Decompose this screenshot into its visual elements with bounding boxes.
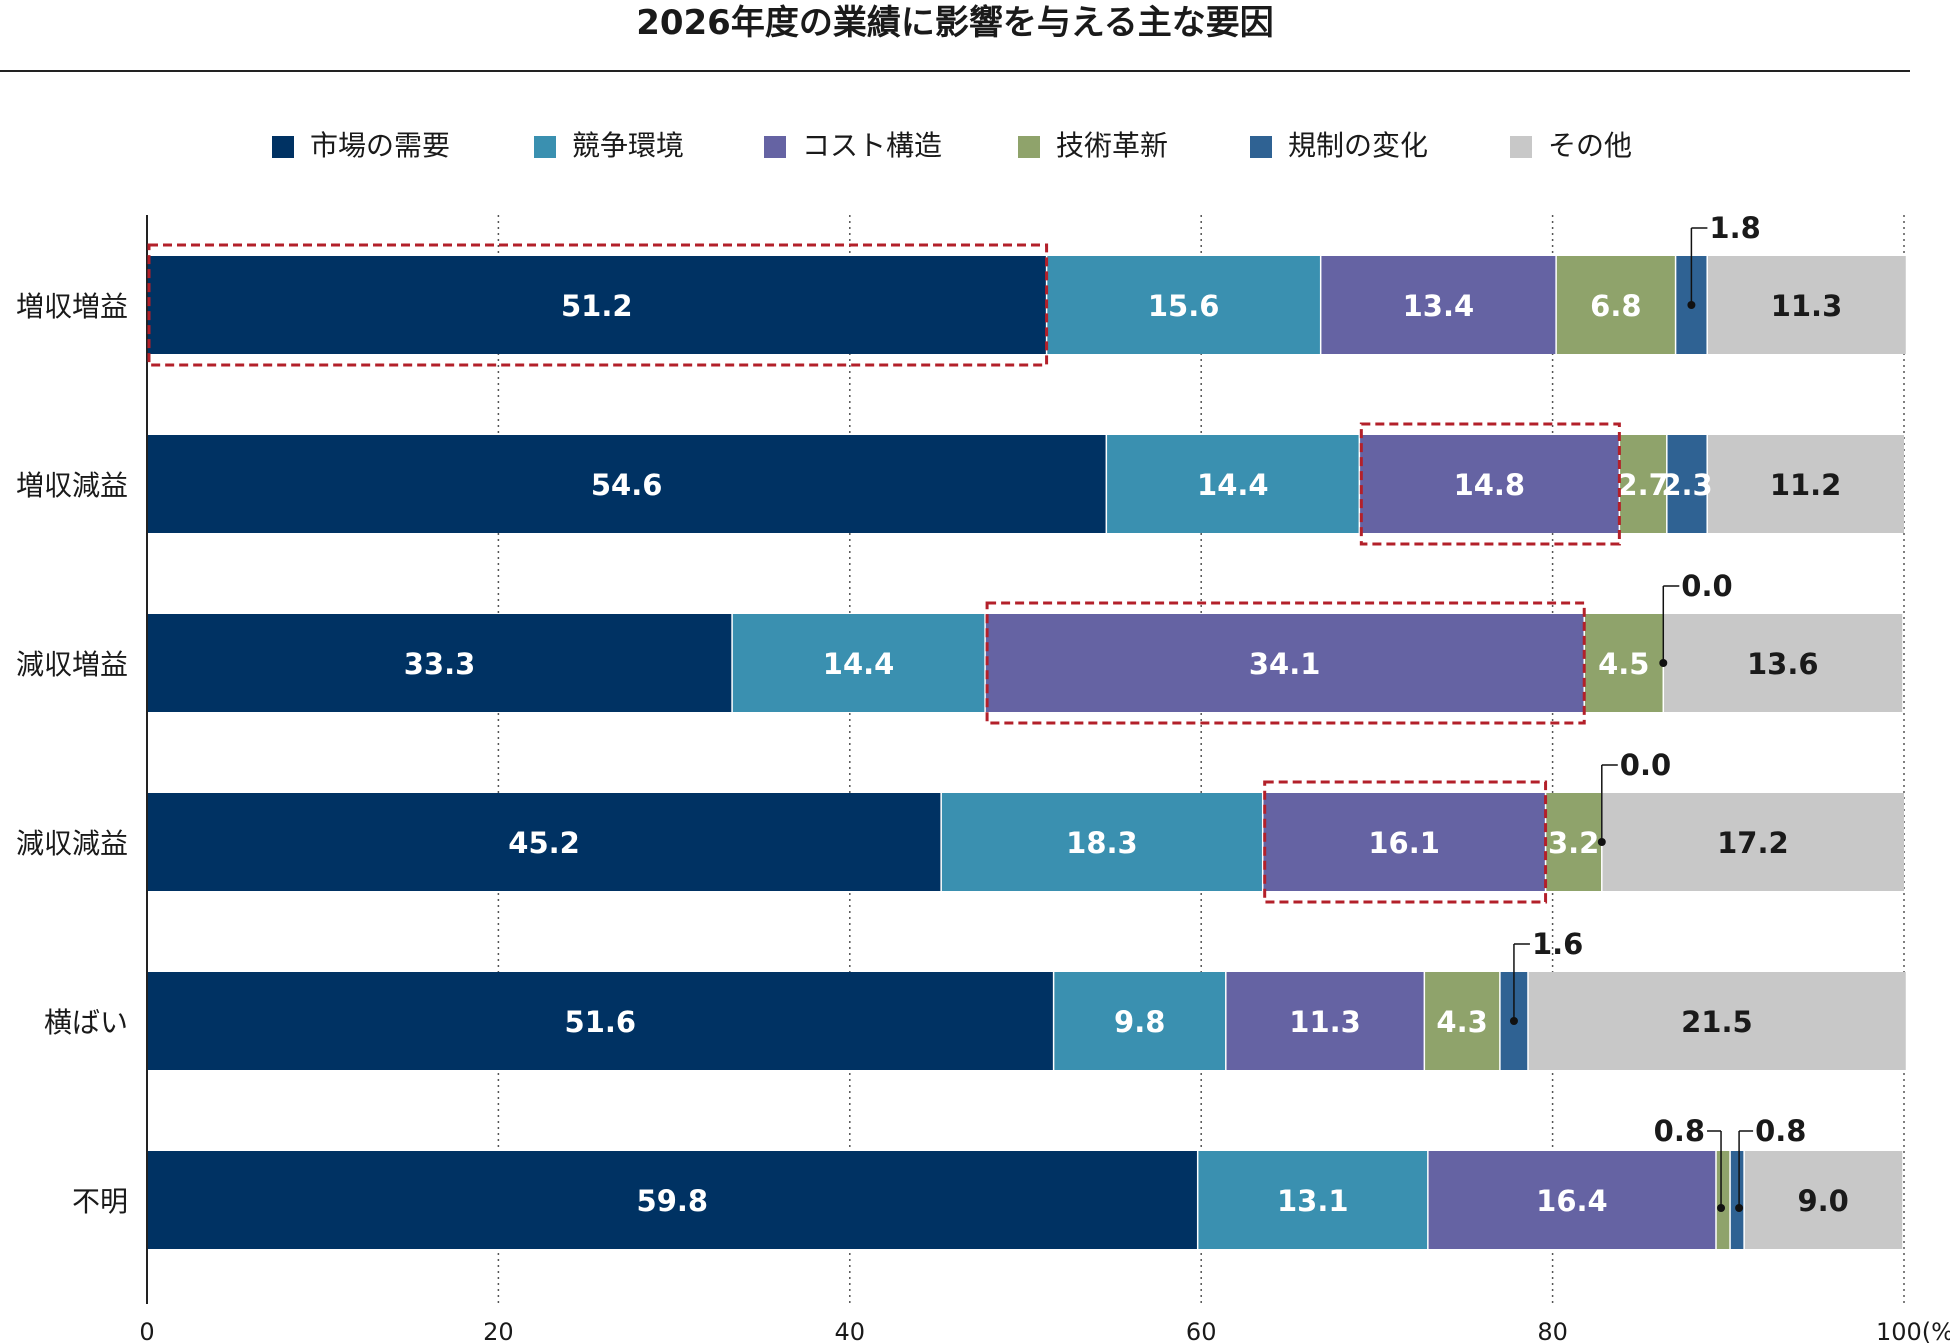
legend-swatch — [764, 136, 786, 158]
value-label: 51.6 — [565, 1005, 637, 1039]
value-label: 13.1 — [1277, 1184, 1349, 1218]
title-divider — [0, 70, 1910, 72]
x-tick-label: 60 — [1186, 1318, 1217, 1344]
bar-segment — [147, 256, 1047, 354]
value-label: 6.8 — [1590, 289, 1641, 323]
highlight-box — [985, 601, 1586, 725]
bar-segment — [1707, 435, 1904, 533]
bar-segment — [1046, 256, 1321, 354]
legend-label: コスト構造 — [802, 129, 943, 162]
x-tick-label: 80 — [1537, 1318, 1568, 1344]
value-label: 3.2 — [1548, 826, 1599, 860]
value-label: 21.5 — [1681, 1005, 1753, 1039]
value-label: 34.1 — [1249, 647, 1321, 681]
value-label: 45.2 — [508, 826, 580, 860]
value-label: 16.1 — [1368, 826, 1440, 860]
value-label: 16.4 — [1536, 1184, 1608, 1218]
value-label: 9.8 — [1114, 1005, 1165, 1039]
legend-label: 競争環境 — [572, 129, 685, 162]
bar-segment — [732, 614, 986, 712]
value-label: 11.2 — [1770, 468, 1842, 502]
bar-segment — [1528, 972, 1906, 1070]
legend-swatch — [1018, 136, 1040, 158]
value-label: 1.6 — [1532, 927, 1583, 961]
value-label: 59.8 — [637, 1184, 709, 1218]
bar-segment — [147, 614, 733, 712]
x-tick-label: 100(%) — [1876, 1318, 1950, 1344]
bar-segment — [1744, 1151, 1903, 1249]
value-label: 4.5 — [1598, 647, 1649, 681]
bar-segment — [1601, 793, 1904, 891]
bar-segment — [1197, 1151, 1428, 1249]
bar-segment — [1262, 793, 1546, 891]
bar-segment — [1716, 1151, 1731, 1249]
value-label: 14.4 — [823, 647, 895, 681]
bar-segment — [147, 1151, 1198, 1249]
bar-segment — [1106, 435, 1360, 533]
value-label: 13.6 — [1747, 647, 1819, 681]
legend-swatch — [1250, 136, 1272, 158]
bar-segment — [1707, 256, 1906, 354]
highlight-box — [1263, 780, 1548, 904]
bar-segment — [1320, 256, 1557, 354]
legend-swatch — [1510, 136, 1532, 158]
bar-segment — [1663, 614, 1903, 712]
value-label: 2.3 — [1661, 468, 1712, 502]
bar-segment — [147, 435, 1107, 533]
bar-segment — [1545, 793, 1602, 891]
value-label: 1.8 — [1709, 211, 1760, 245]
value-label: 51.2 — [561, 289, 633, 323]
value-label: 17.2 — [1717, 826, 1789, 860]
bar-segment — [1556, 256, 1676, 354]
highlight-box — [147, 243, 1049, 367]
value-label: 11.3 — [1771, 289, 1843, 323]
legend-label: その他 — [1548, 129, 1633, 162]
value-label: 11.3 — [1289, 1005, 1361, 1039]
category-label: 不明 — [72, 1185, 128, 1218]
value-label: 15.6 — [1148, 289, 1220, 323]
bar-segment — [1730, 1151, 1745, 1249]
bar-segment — [1584, 614, 1664, 712]
value-label: 0.8 — [1654, 1114, 1705, 1148]
legend-swatch — [534, 136, 556, 158]
bar-segment — [985, 614, 1585, 712]
legend-label: 規制の変化 — [1288, 129, 1429, 162]
value-label: 0.0 — [1620, 748, 1671, 782]
value-label: 0.8 — [1755, 1114, 1806, 1148]
x-tick-label: 20 — [483, 1318, 514, 1344]
value-label: 14.8 — [1454, 468, 1526, 502]
value-label: 18.3 — [1066, 826, 1138, 860]
bar-segment — [1424, 972, 1500, 1070]
value-label: 13.4 — [1403, 289, 1475, 323]
bar-segment — [147, 972, 1054, 1070]
value-label: 54.6 — [591, 468, 663, 502]
value-label: 33.3 — [404, 647, 476, 681]
x-tick-label: 0 — [139, 1318, 154, 1344]
bar-segment — [1053, 972, 1226, 1070]
legend-label: 技術革新 — [1056, 129, 1169, 162]
chart-title: 2026年度の業績に影響を与える主な要因 — [636, 3, 1274, 43]
legend-label: 市場の需要 — [310, 129, 451, 162]
value-label: 14.4 — [1197, 468, 1269, 502]
category-label: 横ばい — [44, 1006, 128, 1039]
bar-segment — [1666, 435, 1708, 533]
category-label: 減収増益 — [16, 648, 128, 681]
category-label: 増収減益 — [16, 469, 128, 502]
bar-segment — [1619, 435, 1667, 533]
bar-segment — [147, 793, 942, 891]
bar-segment — [1427, 1151, 1717, 1249]
highlight-box — [1359, 422, 1621, 546]
bar-segment — [1359, 435, 1620, 533]
value-label: 9.0 — [1797, 1184, 1848, 1218]
value-label: 0.0 — [1681, 569, 1732, 603]
value-label: 4.3 — [1436, 1005, 1487, 1039]
legend-swatch — [272, 136, 294, 158]
value-label: 2.7 — [1617, 468, 1668, 502]
x-tick-label: 40 — [835, 1318, 866, 1344]
category-label: 増収増益 — [16, 290, 128, 323]
category-label: 減収減益 — [16, 827, 128, 860]
bar-segment — [941, 793, 1263, 891]
bar-segment — [1225, 972, 1425, 1070]
